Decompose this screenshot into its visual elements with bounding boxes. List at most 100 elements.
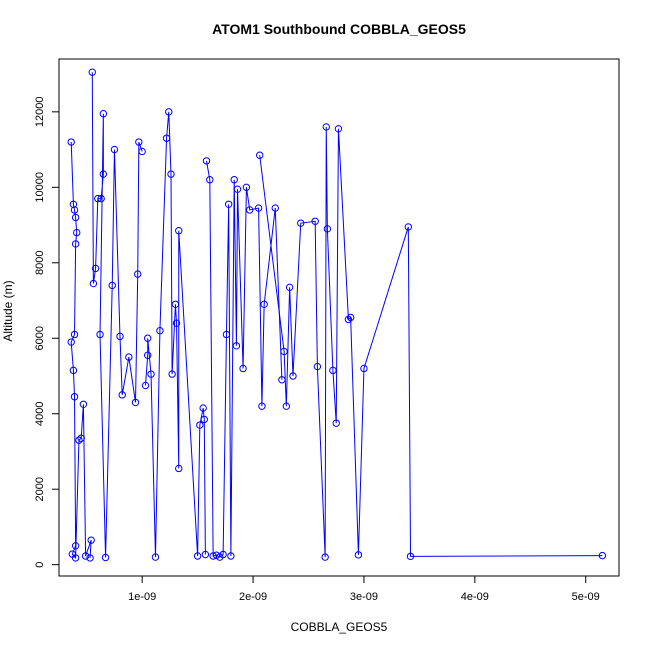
data-point <box>230 176 238 184</box>
data-point <box>196 421 204 429</box>
series-line <box>70 142 92 560</box>
data-point <box>165 108 173 116</box>
x-tick-label: 4e-09 <box>461 591 489 603</box>
data-point <box>199 404 207 412</box>
data-point <box>280 347 288 356</box>
data-point <box>94 194 102 203</box>
data-point <box>131 398 140 407</box>
data-point <box>144 351 152 359</box>
data-point <box>200 415 208 424</box>
y-tick-label: 12000 <box>34 97 46 128</box>
data-point <box>70 393 79 401</box>
data-point <box>87 536 95 544</box>
data-point <box>313 362 322 371</box>
data-point <box>242 183 251 192</box>
data-point <box>135 138 143 146</box>
data-point <box>206 176 214 184</box>
data-point <box>224 200 233 208</box>
data-point <box>81 552 90 560</box>
series-group <box>67 68 607 562</box>
data-point <box>101 553 110 562</box>
data-point <box>99 170 108 178</box>
data-point <box>289 372 297 380</box>
data-point <box>71 542 80 550</box>
data-point <box>71 240 80 248</box>
data-point <box>239 364 247 373</box>
data-point <box>108 281 116 290</box>
data-point <box>297 219 305 227</box>
data-point <box>86 554 94 562</box>
data-point <box>70 330 79 339</box>
data-point <box>246 206 254 214</box>
data-point <box>175 227 183 235</box>
data-point <box>332 419 340 427</box>
data-point <box>88 68 96 76</box>
y-tick-label: 4000 <box>34 401 46 425</box>
data-point <box>322 123 330 131</box>
data-point <box>116 332 124 341</box>
data-point <box>323 225 332 233</box>
series-line <box>91 72 143 558</box>
data-point <box>354 551 363 559</box>
data-point <box>311 217 319 225</box>
data-point <box>256 151 264 159</box>
data-point <box>201 550 210 559</box>
data-point <box>71 554 80 562</box>
series-line <box>205 160 283 558</box>
data-point <box>321 553 329 561</box>
y-tick-label: 2000 <box>34 477 46 501</box>
data-point <box>167 170 175 178</box>
data-point <box>172 319 181 327</box>
data-point <box>175 464 183 473</box>
data-point <box>97 194 105 203</box>
data-point <box>156 327 164 335</box>
data-point <box>69 200 78 208</box>
data-point <box>233 185 242 193</box>
data-point <box>71 213 80 222</box>
data-point <box>79 400 88 408</box>
data-point <box>219 550 227 559</box>
data-point <box>171 300 180 308</box>
x-tick-label: 5e-09 <box>572 591 600 603</box>
data-point <box>89 279 98 288</box>
data-point <box>110 145 119 154</box>
data-point <box>344 315 353 324</box>
data-point <box>75 436 83 444</box>
x-tick-label: 2e-09 <box>239 591 267 603</box>
data-point <box>406 552 415 561</box>
data-point <box>254 204 263 212</box>
data-point <box>73 228 81 237</box>
data-point <box>227 552 235 560</box>
data-point <box>151 553 160 561</box>
x-tick-label: 1e-09 <box>128 591 156 603</box>
data-point <box>96 330 104 339</box>
data-point <box>147 370 155 378</box>
y-axis: 0 2000 4000 6000 8000 10000 12000 <box>34 97 60 568</box>
data-point <box>70 206 79 214</box>
data-point <box>360 364 368 373</box>
data-point <box>282 402 291 410</box>
x-axis-label: COBBLA_GEOS5 <box>291 620 388 634</box>
data-point <box>69 366 78 375</box>
y-tick-label: 6000 <box>34 326 46 350</box>
data-point <box>334 125 343 133</box>
data-point <box>285 283 294 292</box>
data-point <box>125 353 133 361</box>
series-line <box>259 126 603 558</box>
data-point <box>134 270 142 278</box>
data-point <box>144 334 152 342</box>
y-tick-label: 8000 <box>34 251 46 275</box>
data-point <box>271 204 279 212</box>
data-point <box>67 338 75 346</box>
y-axis-label: Altitude (m) <box>1 280 15 341</box>
chart-title: ATOM1 Southbound COBBLA_GEOS5 <box>212 21 466 37</box>
data-point <box>118 391 126 399</box>
data-point <box>77 434 85 442</box>
data-point <box>598 551 607 560</box>
data-point <box>222 330 231 339</box>
x-axis: 1e-09 2e-09 3e-09 4e-09 5e-09 <box>128 575 600 603</box>
data-point <box>258 402 266 410</box>
data-point <box>329 366 337 375</box>
